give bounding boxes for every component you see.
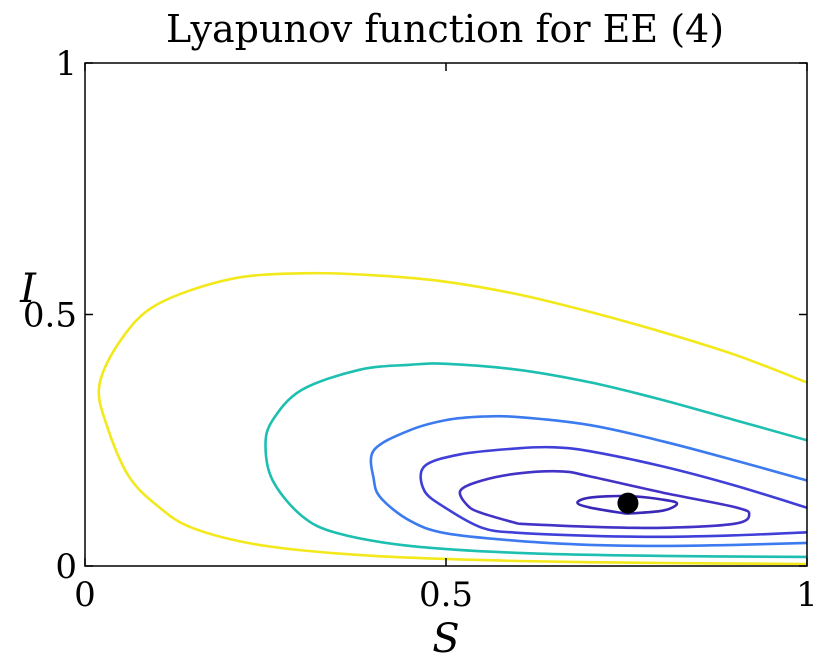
contour-level-3 (419, 445, 807, 539)
y-tick-label: 0 (55, 547, 77, 587)
y-tick-label: 0.5 (23, 296, 77, 336)
contour-lines (97, 271, 807, 566)
x-tick-label: 1 (796, 575, 818, 615)
x-tick-label: 0.5 (419, 575, 473, 615)
y-axis-label: I (19, 266, 37, 312)
contour-level-5 (264, 362, 807, 559)
x-tick-label: 0 (74, 575, 96, 615)
plot-frame (84, 62, 808, 567)
y-tick-label: 1 (55, 44, 77, 84)
contour-level-4 (369, 414, 807, 548)
tick-labels: 0 0.5 1 0 0.5 1 (23, 44, 818, 615)
equilibrium-point (617, 492, 639, 514)
contour-level-2 (458, 469, 751, 530)
axis-ticks (84, 62, 808, 567)
contour-level-6 (97, 271, 807, 566)
equilibrium-layer (617, 492, 639, 514)
chart-title: Lyapunov function for EE (4) (166, 7, 724, 51)
x-axis-label: S (432, 616, 459, 662)
